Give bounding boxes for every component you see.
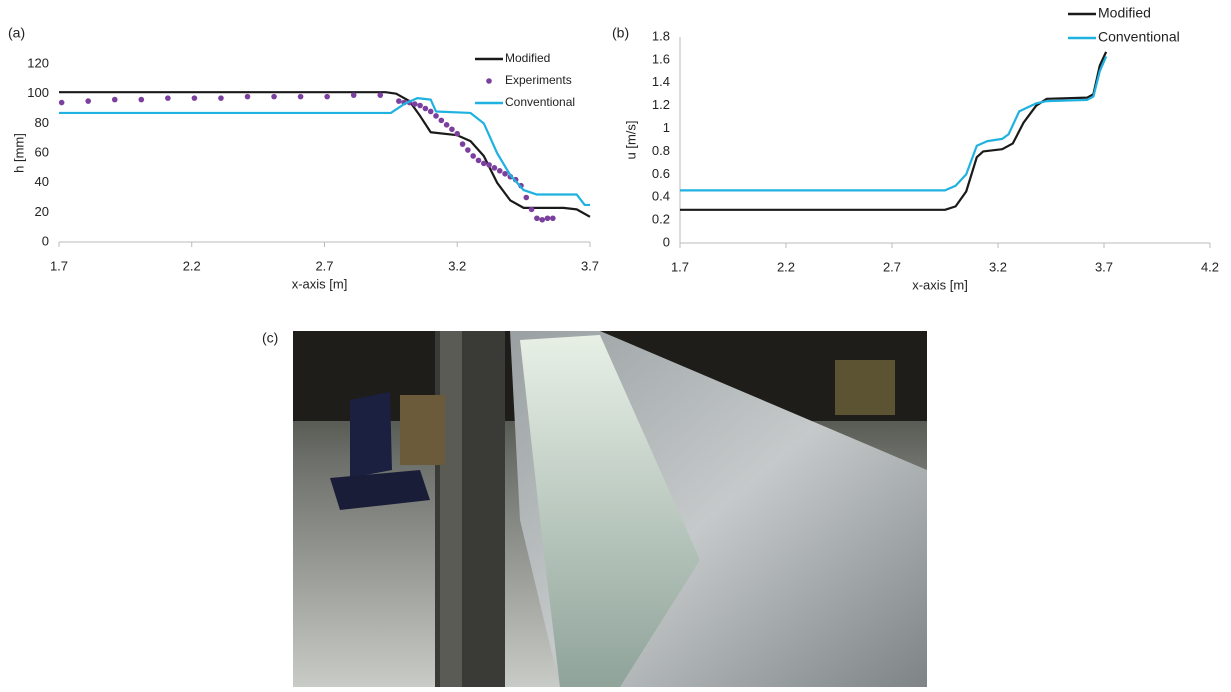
- y-tick-label: 40: [35, 174, 49, 189]
- x-axis-label: x-axis [m]: [912, 277, 968, 292]
- data-point: [491, 165, 498, 171]
- y-axis-label: h [mm]: [11, 133, 26, 173]
- data-point: [465, 147, 471, 153]
- x-tick-label: 1.7: [671, 259, 689, 274]
- chair-seat: [330, 470, 430, 510]
- data-point: [244, 93, 251, 100]
- data-point: [411, 101, 418, 107]
- x-tick-label: 3.2: [989, 259, 1007, 274]
- data-point: [165, 95, 171, 101]
- photo-post-edge: [440, 331, 462, 687]
- data-point: [58, 99, 65, 106]
- y-axis-label: u [m/s]: [623, 120, 638, 159]
- x-tick-label: 3.2: [448, 258, 466, 273]
- y-tick-label: 0.4: [652, 189, 670, 204]
- data-point: [496, 168, 503, 174]
- x-tick-label: 3.7: [1095, 259, 1113, 274]
- data-point: [324, 93, 330, 100]
- data-point: [523, 194, 530, 201]
- data-point: [417, 102, 423, 109]
- legend-label: Conventional: [505, 95, 575, 109]
- data-point: [443, 122, 450, 128]
- y-tick-label: 0: [42, 233, 49, 248]
- chair-back: [350, 392, 392, 478]
- data-point: [534, 215, 540, 222]
- photo-sack: [835, 360, 895, 415]
- data-point: [475, 157, 482, 164]
- data-point: [539, 216, 546, 223]
- data-point: [377, 92, 384, 98]
- legend-marker: [486, 78, 492, 84]
- x-tick-label: 2.7: [315, 258, 333, 273]
- y-tick-label: 0: [663, 234, 670, 249]
- flume-water: [520, 335, 700, 687]
- data-point: [433, 113, 439, 119]
- legend-label: Modified: [1098, 5, 1151, 21]
- x-tick-label: 2.7: [883, 259, 901, 274]
- y-tick-label: 60: [35, 144, 49, 159]
- data-point: [297, 93, 304, 100]
- y-tick-label: 100: [27, 85, 49, 100]
- y-tick-label: 0.2: [652, 212, 670, 227]
- data-point: [550, 215, 556, 222]
- y-tick-label: 1.6: [652, 51, 670, 66]
- data-point: [528, 206, 535, 213]
- data-point: [449, 126, 455, 133]
- x-tick-label: 2.2: [183, 258, 201, 273]
- panel-label: (c): [262, 330, 278, 346]
- data-point: [502, 170, 508, 177]
- data-point: [470, 153, 476, 159]
- data-point: [422, 105, 429, 112]
- data-point: [454, 130, 461, 137]
- panel-label: (a): [8, 25, 25, 41]
- data-point: [427, 108, 434, 115]
- data-point: [486, 162, 492, 168]
- data-point: [138, 96, 145, 103]
- x-tick-label: 1.7: [50, 258, 68, 273]
- data-point: [396, 98, 402, 104]
- panel-label: (b): [612, 25, 629, 41]
- data-line: [59, 97, 590, 207]
- data-point: [191, 95, 198, 101]
- data-line: [59, 91, 591, 218]
- data-point: [350, 92, 357, 98]
- y-tick-label: 120: [27, 55, 49, 70]
- y-tick-label: 80: [35, 115, 49, 130]
- y-tick-label: 0.8: [652, 143, 670, 158]
- y-tick-label: 1.2: [652, 97, 670, 112]
- x-tick-label: 3.7: [581, 258, 599, 273]
- data-line: [680, 56, 1108, 192]
- data-point: [218, 95, 224, 101]
- y-tick-label: 1: [663, 120, 670, 135]
- legend-label: Experiments: [505, 73, 572, 87]
- data-point: [481, 160, 487, 167]
- legend-label: Conventional: [1098, 29, 1180, 45]
- data-point: [438, 117, 445, 124]
- data-point: [85, 98, 92, 104]
- photo-box: [400, 395, 445, 465]
- data-point: [111, 96, 118, 103]
- legend-label: Modified: [505, 51, 550, 65]
- y-tick-label: 1.4: [652, 74, 670, 89]
- x-tick-label: 2.2: [777, 259, 795, 274]
- photo: [293, 331, 927, 687]
- y-tick-label: 20: [35, 204, 49, 219]
- y-tick-label: 0.6: [652, 166, 670, 181]
- y-tick-label: 1.8: [652, 28, 670, 43]
- x-tick-label: 4.2: [1201, 259, 1219, 274]
- data-point: [459, 141, 466, 147]
- x-axis-label: x-axis [m]: [292, 276, 348, 291]
- data-line: [680, 51, 1108, 211]
- data-point: [544, 215, 551, 222]
- data-point: [271, 93, 277, 100]
